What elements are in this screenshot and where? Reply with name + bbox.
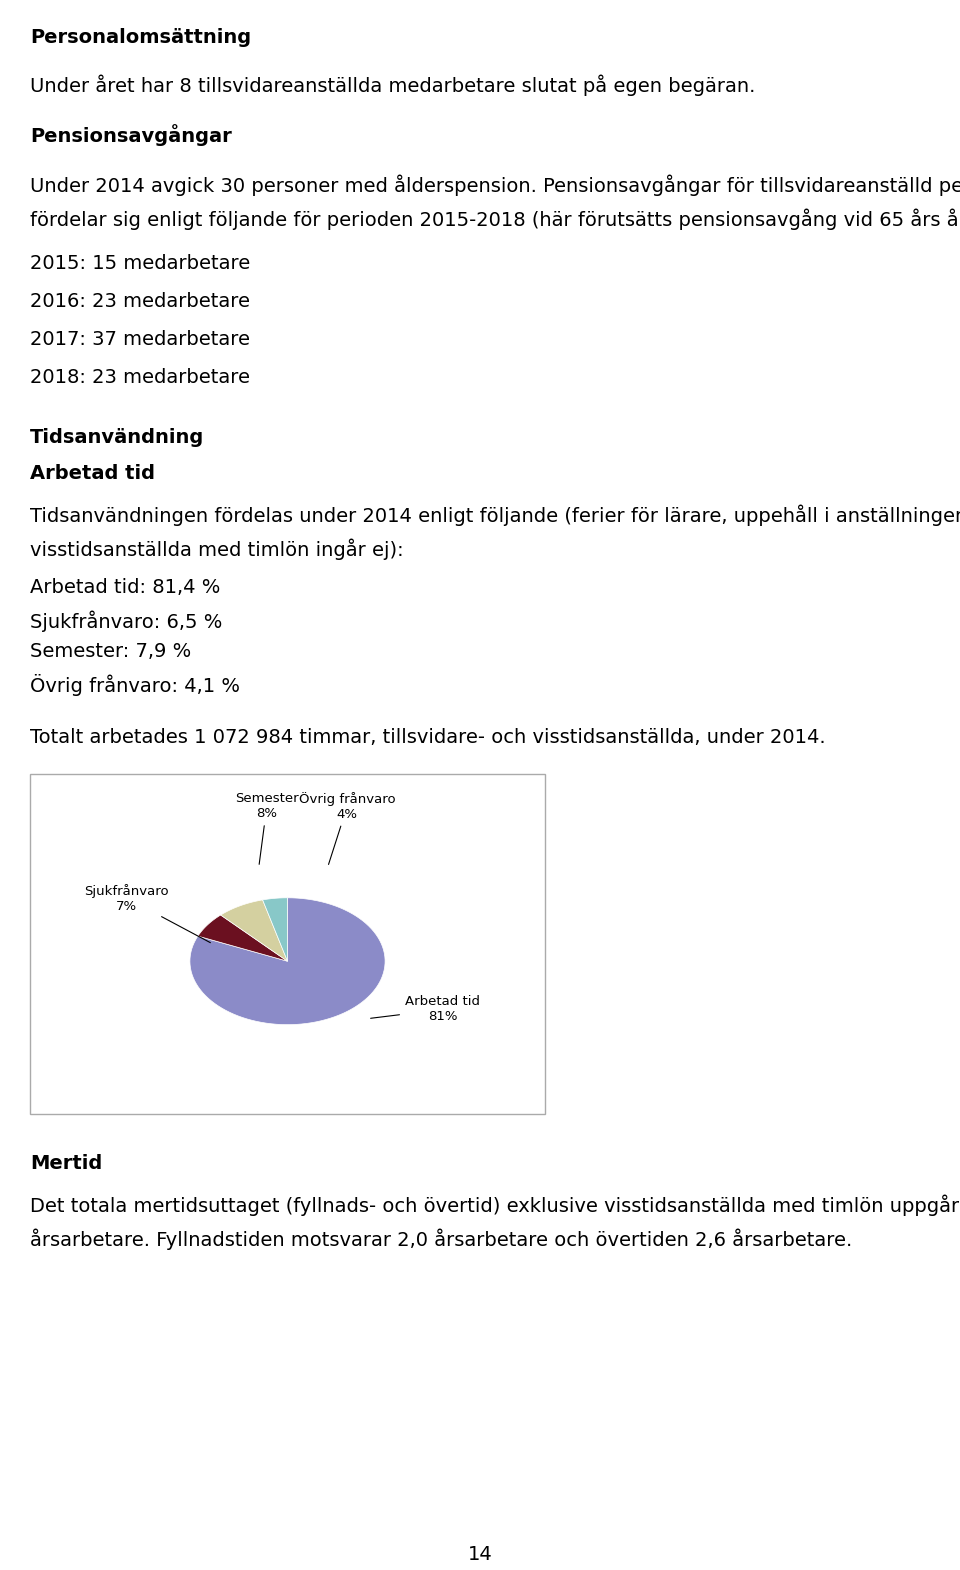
Text: Arbetad tid: Arbetad tid — [30, 465, 155, 484]
Text: Övrig frånvaro: 4,1 %: Övrig frånvaro: 4,1 % — [30, 674, 240, 696]
Text: Semester
8%: Semester 8% — [235, 793, 299, 865]
Text: Det totala mertidsuttaget (fyllnads- och övertid) exklusive visstidsanställda me: Det totala mertidsuttaget (fyllnads- och… — [30, 1195, 960, 1215]
Polygon shape — [221, 900, 287, 961]
Text: visstidsanställda med timlön ingår ej):: visstidsanställda med timlön ingår ej): — [30, 539, 403, 559]
Text: Sjukfrånvaro: 6,5 %: Sjukfrånvaro: 6,5 % — [30, 611, 223, 631]
Text: 2017: 37 medarbetare: 2017: 37 medarbetare — [30, 330, 250, 349]
Text: Pensionsavgångar: Pensionsavgångar — [30, 124, 231, 146]
Text: Under 2014 avgick 30 personer med ålderspension. Pensionsavgångar för tillsvidar: Under 2014 avgick 30 personer med ålders… — [30, 174, 960, 196]
Text: Personalomsättning: Personalomsättning — [30, 28, 252, 47]
Text: Arbetad tid: 81,4 %: Arbetad tid: 81,4 % — [30, 578, 221, 597]
Text: Sjukfrånvaro
7%: Sjukfrånvaro 7% — [84, 884, 210, 942]
Text: årsarbetare. Fyllnadstiden motsvarar 2,0 årsarbetare och övertiden 2,6 årsarbeta: årsarbetare. Fyllnadstiden motsvarar 2,0… — [30, 1228, 852, 1250]
Polygon shape — [263, 898, 287, 961]
Text: Under året har 8 tillsvidareanställda medarbetare slutat på egen begäran.: Under året har 8 tillsvidareanställda me… — [30, 74, 756, 96]
Text: Övrig frånvaro
4%: Övrig frånvaro 4% — [299, 791, 396, 865]
Text: 2015: 15 medarbetare: 2015: 15 medarbetare — [30, 254, 251, 273]
Polygon shape — [198, 915, 287, 961]
Polygon shape — [190, 898, 385, 1025]
Text: fördelar sig enligt följande för perioden 2015-2018 (här förutsätts pensionsavgå: fördelar sig enligt följande för periode… — [30, 207, 960, 229]
Text: Tidsanvändning: Tidsanvändning — [30, 429, 204, 447]
Text: Tidsanvändningen fördelas under 2014 enligt följande (ferier för lärare, uppehål: Tidsanvändningen fördelas under 2014 enl… — [30, 504, 960, 526]
Text: Mertid: Mertid — [30, 1154, 103, 1173]
Text: 2018: 23 medarbetare: 2018: 23 medarbetare — [30, 367, 250, 386]
Bar — [30, 774, 545, 1115]
Text: Arbetad tid
81%: Arbetad tid 81% — [371, 995, 480, 1024]
Text: Totalt arbetades 1 072 984 timmar, tillsvidare- och visstidsanställda, under 201: Totalt arbetades 1 072 984 timmar, tills… — [30, 728, 826, 747]
Text: 2016: 23 medarbetare: 2016: 23 medarbetare — [30, 292, 250, 311]
Text: 14: 14 — [468, 1545, 492, 1564]
Text: Semester: 7,9 %: Semester: 7,9 % — [30, 642, 191, 661]
